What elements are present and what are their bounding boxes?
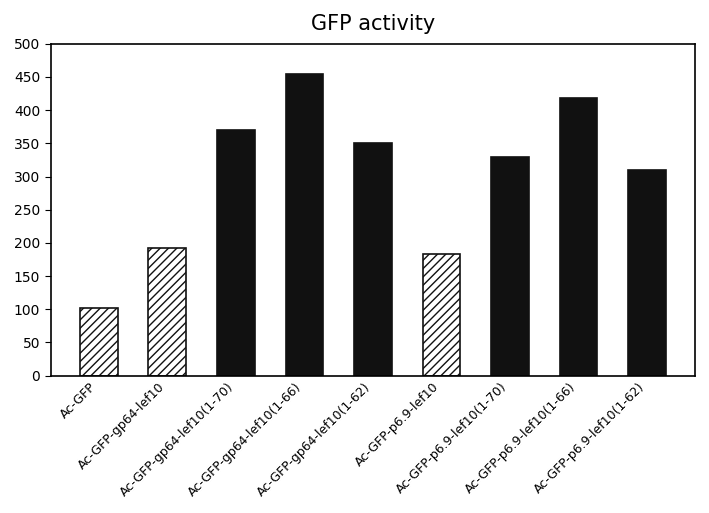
Bar (217, 130, 255, 376)
Bar (628, 170, 666, 376)
Bar (80, 308, 118, 376)
Bar (148, 248, 186, 376)
Bar (491, 156, 529, 376)
Bar (559, 98, 597, 376)
Title: GFP activity: GFP activity (311, 14, 435, 34)
Bar (286, 74, 323, 376)
Bar (354, 143, 392, 376)
Bar (423, 254, 460, 376)
